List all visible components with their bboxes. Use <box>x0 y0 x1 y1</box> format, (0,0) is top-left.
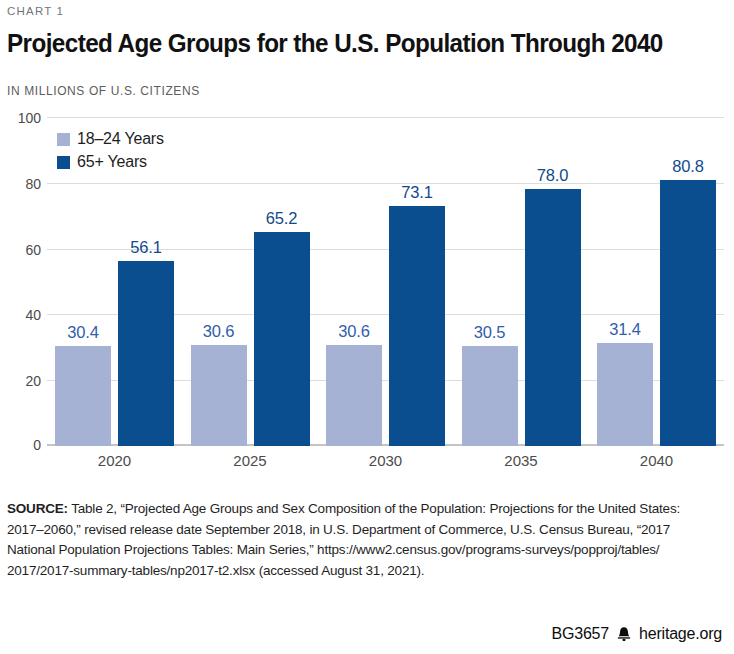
report-id: BG3657 <box>551 625 609 643</box>
bar-group-2030: 30.6 73.1 <box>326 183 445 446</box>
legend-label: 65+ Years <box>77 153 147 171</box>
bar-column: 65.2 <box>254 209 310 447</box>
bar-column: 30.6 <box>326 322 382 446</box>
bar-value-label: 78.0 <box>537 166 568 185</box>
source-line: 2017/2017-summary-tables/np2017-t2.xlsx … <box>7 561 724 582</box>
bar-column: 78.0 <box>525 166 581 446</box>
x-tick-label-2040: 2040 <box>597 452 716 469</box>
y-tick-label: 20 <box>7 373 41 389</box>
bar-65+-years-2030 <box>389 206 445 446</box>
chart-page: CHART 1 Projected Age Groups for the U.S… <box>0 5 734 581</box>
bar-column: 56.1 <box>118 238 174 446</box>
bar-65+-years-2035 <box>525 189 581 446</box>
bar-value-label: 30.6 <box>338 322 369 341</box>
bar-value-label: 30.4 <box>67 323 98 342</box>
bar-18-24-years-2020 <box>55 346 111 446</box>
y-tick-label: 60 <box>7 242 41 258</box>
source-line: National Population Projections Tables: … <box>7 540 724 561</box>
bar-value-label: 31.4 <box>609 320 640 339</box>
bar-column: 30.6 <box>191 322 247 446</box>
liberty-bell-icon <box>616 626 632 642</box>
chart-legend: 18–24 Years 65+ Years <box>57 130 164 176</box>
x-axis: 2020 2025 2030 2035 2040 <box>47 452 724 469</box>
bar-column: 30.5 <box>462 323 518 446</box>
bar-group-2020: 30.4 56.1 <box>55 238 174 446</box>
y-tick-label: 0 <box>7 437 41 453</box>
chart-kicker: CHART 1 <box>7 5 724 17</box>
legend-item-65-plus: 65+ Years <box>57 153 164 171</box>
bar-value-label: 30.5 <box>474 323 505 342</box>
bar-65+-years-2025 <box>254 232 310 447</box>
chart-units-subtitle: IN MILLIONS OF U.S. CITIZENS <box>7 84 724 98</box>
legend-swatch-65-plus <box>57 156 70 169</box>
bar-column: 31.4 <box>597 320 653 446</box>
bar-value-label: 65.2 <box>266 209 297 228</box>
bar-value-label: 30.6 <box>203 322 234 341</box>
x-tick-label-2025: 2025 <box>191 452 310 469</box>
bar-column: 73.1 <box>389 183 445 446</box>
source-label: SOURCE: <box>7 501 68 516</box>
bar-column: 30.4 <box>55 323 111 446</box>
footer-credit: BG3657 heritage.org <box>551 625 722 643</box>
source-line: 2017–2060,” revised release date Septemb… <box>7 520 724 541</box>
bar-65+-years-2040 <box>660 180 716 446</box>
bar-18-24-years-2025 <box>191 345 247 446</box>
y-tick-label: 40 <box>7 307 41 323</box>
legend-label: 18–24 Years <box>77 130 164 148</box>
source-line-text: Table 2, “Projected Age Groups and Sex C… <box>71 501 680 516</box>
x-tick-label-2020: 2020 <box>55 452 174 469</box>
plot-area: 020406080100 18–24 Years 65+ Years 30.45… <box>47 117 724 446</box>
bar-group-2035: 30.5 78.0 <box>462 166 581 446</box>
source-line: SOURCE: Table 2, “Projected Age Groups a… <box>7 499 724 520</box>
legend-item-18-24: 18–24 Years <box>57 130 164 148</box>
y-tick-label: 80 <box>7 176 41 192</box>
bar-value-label: 80.8 <box>672 157 703 176</box>
x-tick-label-2035: 2035 <box>462 452 581 469</box>
bar-18-24-years-2035 <box>462 346 518 446</box>
site-link[interactable]: heritage.org <box>639 625 722 643</box>
x-tick-label-2030: 2030 <box>326 452 445 469</box>
source-note: SOURCE: Table 2, “Projected Age Groups a… <box>7 499 724 581</box>
y-tick-label: 100 <box>7 110 41 126</box>
bar-group-2040: 31.4 80.8 <box>597 157 716 446</box>
bar-18-24-years-2030 <box>326 345 382 446</box>
bar-value-label: 73.1 <box>401 183 432 202</box>
legend-swatch-18-24 <box>57 133 70 146</box>
bar-65+-years-2020 <box>118 261 174 446</box>
bar-column: 80.8 <box>660 157 716 446</box>
chart-title: Projected Age Groups for the U.S. Popula… <box>7 29 702 58</box>
bar-chart: 020406080100 18–24 Years 65+ Years 30.45… <box>47 117 724 469</box>
bar-group-2025: 30.6 65.2 <box>191 209 310 447</box>
bar-18-24-years-2040 <box>597 343 653 446</box>
bar-value-label: 56.1 <box>130 238 161 257</box>
